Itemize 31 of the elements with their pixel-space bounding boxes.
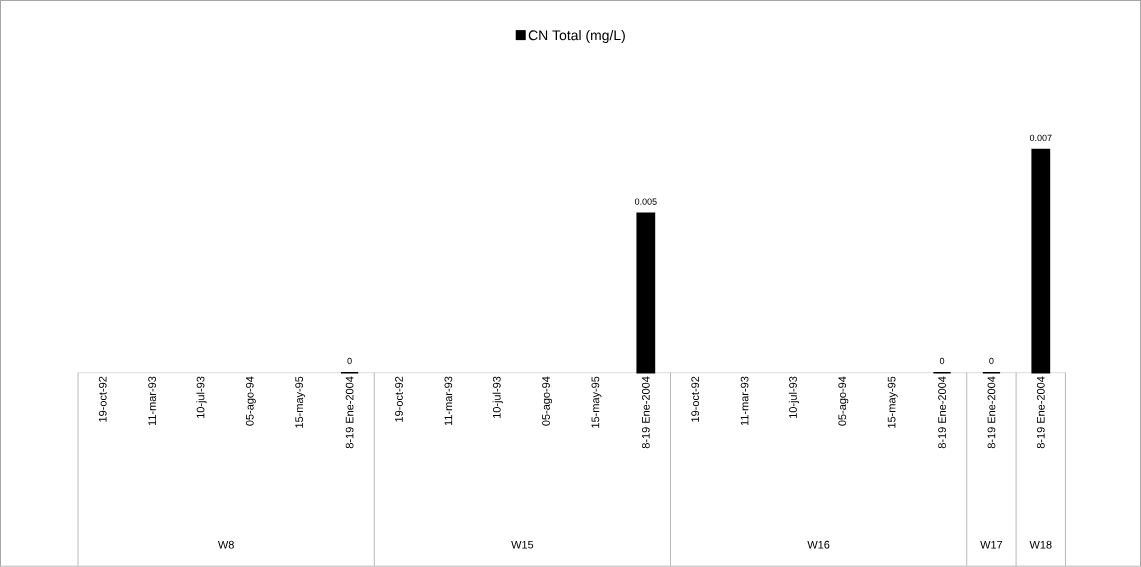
x-tick-label: 8-19 Ene-2004 (641, 376, 650, 449)
x-tick-label: 19-oct-92 (98, 376, 107, 422)
x-tick-label: 05-ago-94 (542, 376, 553, 426)
text: W15 (511, 541, 534, 549)
data-label: 0 (347, 357, 352, 365)
legend-label: CN Total (mg/L) (528, 30, 625, 44)
x-tick-label: 11-mar-93 (148, 376, 156, 426)
x-tick-label: 8-19 Ene-2004 (987, 376, 996, 449)
data-label: 0 (939, 357, 945, 365)
x-tick-label: 05-ago-94 (245, 376, 256, 426)
text: W17 (980, 541, 1003, 549)
text: W16 (807, 540, 830, 549)
x-tick-label: 8-19 Ene-2004 (345, 376, 354, 449)
x-tick-label: 10-jul-93 (196, 376, 207, 419)
x-tick-label: 11-mar-93 (444, 376, 453, 426)
x-tick-label: 19-oct-92 (691, 376, 700, 422)
x-tick-label: 15-may-95 (887, 376, 898, 428)
x-tick-label: 15-may-95 (591, 376, 602, 428)
x-tick-label: 10-jul-93 (492, 376, 503, 419)
data-label: 0.007 (1029, 134, 1052, 142)
data-label: 0.005 (634, 198, 657, 205)
x-tick-label: 19-oct-92 (395, 376, 403, 422)
x-tick-label: 15-may-95 (295, 376, 306, 428)
text: W18 (1029, 540, 1052, 549)
x-tick-label: 8-19 Ene-2004 (1036, 376, 1045, 449)
data-label: 0 (989, 357, 994, 365)
x-tick-label: 10-jul-93 (788, 376, 800, 419)
x-tick-label: 05-ago-94 (838, 376, 849, 426)
x-tick-label: 11-mar-93 (740, 376, 749, 426)
x-tick-label: 8-19 Ene-2004 (938, 376, 946, 449)
text: W8 (217, 540, 234, 549)
